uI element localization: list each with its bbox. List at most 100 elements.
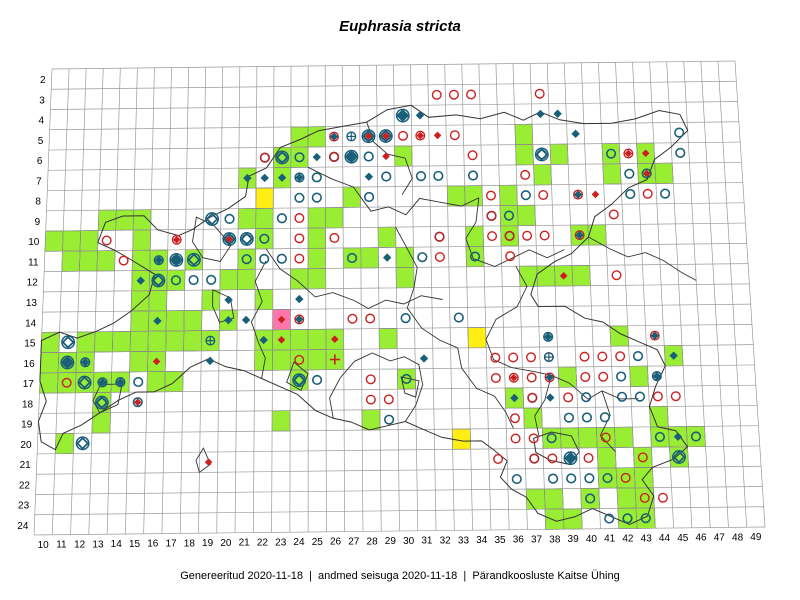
column-label: 10 — [38, 540, 50, 551]
grid-line — [359, 65, 364, 532]
county-border — [329, 352, 424, 422]
county-border — [485, 265, 639, 400]
green-square — [40, 331, 60, 353]
green-square — [307, 207, 326, 229]
grid-line — [44, 242, 747, 252]
grid-line — [615, 62, 638, 529]
blue-circle-marker — [467, 170, 479, 181]
row-label: 10 — [28, 237, 40, 248]
blue-circle-marker — [599, 412, 611, 423]
grid-line — [70, 68, 87, 535]
red-circle-marker — [597, 351, 608, 362]
green-square — [544, 488, 564, 510]
green-square — [146, 371, 166, 393]
blue-diamond-marker — [81, 358, 90, 367]
blue-circle-marker — [605, 148, 617, 159]
column-label: 15 — [129, 539, 141, 550]
blue-circle-marker — [625, 188, 636, 200]
grid-line — [47, 182, 743, 191]
blue-diamond-marker — [553, 109, 562, 118]
row-label: 9 — [35, 217, 41, 228]
green-square — [147, 330, 167, 352]
green-square — [111, 331, 131, 353]
red-diamond-marker — [204, 458, 213, 466]
blue-circle-marker — [170, 275, 182, 286]
red-circle-marker — [504, 230, 515, 241]
column-label: 31 — [421, 536, 433, 547]
red-circle-marker — [600, 432, 611, 443]
green-square — [578, 427, 598, 449]
blue-circle-marker — [363, 191, 375, 203]
blue-ring-diamond-inner — [222, 232, 236, 246]
grid-line — [49, 121, 739, 131]
blue-circle-marker — [602, 472, 613, 484]
row-label: 19 — [21, 420, 33, 431]
blue-diamond-marker — [224, 295, 233, 305]
column-label: 23 — [275, 537, 287, 548]
green-square — [397, 368, 416, 390]
row-label: 21 — [20, 460, 32, 471]
red-circle-marker — [527, 392, 538, 403]
red-circle-marker — [510, 433, 521, 444]
blue-circle-marker — [311, 374, 323, 386]
grid-line — [143, 67, 155, 534]
green-square — [307, 328, 327, 350]
blue-circle-marker — [400, 313, 411, 324]
grid-line — [717, 61, 748, 528]
grid-line — [461, 64, 473, 531]
island-outline — [400, 376, 420, 398]
row-label: 4 — [38, 116, 44, 127]
blue-diamond-marker — [98, 378, 107, 387]
blue-circle-marker — [563, 412, 575, 423]
blue-circle-marker — [566, 473, 577, 484]
green-square — [132, 229, 152, 251]
green-square — [342, 186, 361, 208]
green-square — [97, 209, 117, 231]
row-label: 13 — [26, 298, 38, 309]
green-square — [131, 249, 151, 271]
column-label: 18 — [184, 538, 196, 549]
red-circle-marker — [611, 270, 622, 281]
red-circle-marker — [294, 354, 305, 365]
red-diamond-marker — [416, 131, 425, 140]
grid-line — [106, 68, 121, 535]
green-square — [96, 250, 116, 272]
column-label: 25 — [312, 537, 324, 548]
red-diamond-marker — [509, 373, 518, 382]
green-square — [517, 204, 536, 226]
blue-circle-marker — [80, 357, 91, 368]
blue-diamond-marker — [415, 111, 425, 120]
red-circle-marker — [544, 372, 555, 383]
county-border — [534, 375, 552, 437]
column-label: 41 — [604, 534, 616, 545]
column-label: 17 — [166, 539, 178, 550]
red-circle-marker — [329, 151, 340, 162]
blue-circle-marker — [641, 168, 652, 179]
grid-line — [37, 425, 759, 435]
green-square — [465, 246, 485, 268]
blue-circle-marker — [584, 473, 595, 484]
blue-circle-marker — [640, 513, 651, 524]
red-diamond-marker — [225, 235, 234, 243]
blue-circle-marker — [453, 312, 464, 323]
green-square — [500, 225, 519, 247]
coastline-layer — [37, 104, 697, 525]
county-border — [588, 236, 697, 281]
blue-circle-marker — [520, 190, 531, 201]
grid-line — [324, 65, 327, 532]
red-circle-marker — [485, 190, 496, 201]
column-label: 32 — [440, 536, 452, 547]
blue-circle-marker — [546, 433, 557, 444]
blue-diamond-marker — [650, 331, 660, 340]
blue-circle-marker — [294, 172, 305, 183]
red-circle-marker — [486, 210, 497, 221]
blue-circle-marker — [469, 251, 481, 262]
blue-circle-marker — [294, 192, 305, 203]
column-label: 19 — [202, 538, 214, 549]
grid-line — [289, 66, 292, 533]
county-border — [395, 226, 514, 429]
grid-line — [234, 66, 241, 533]
grid-line — [580, 62, 601, 529]
row-label: 15 — [24, 339, 36, 350]
